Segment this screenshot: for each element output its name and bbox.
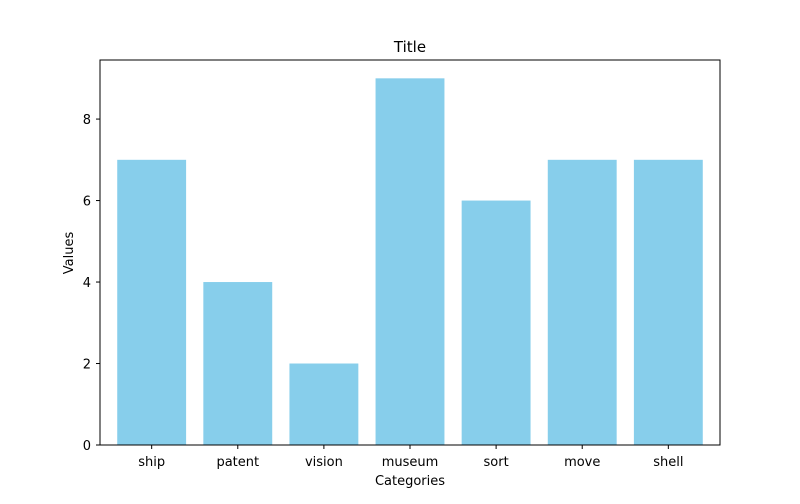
chart-title: Title (393, 38, 426, 56)
bar-vision (289, 363, 359, 445)
bar-shell (633, 159, 703, 445)
x-tick-label: sort (484, 455, 509, 470)
y-tick-label: 6 (83, 195, 91, 210)
x-tick-label: museum (382, 455, 439, 470)
x-tick-label: ship (138, 455, 165, 470)
x-axis-label: Categories (375, 474, 445, 489)
bar-move (547, 159, 617, 445)
bar-sort (461, 200, 531, 445)
plot-frame (99, 59, 721, 446)
y-tick-label: 2 (83, 358, 91, 373)
y-axis-label: Values (62, 232, 77, 275)
bar-patent (203, 282, 273, 445)
bar-ship (117, 159, 187, 445)
bars-layer (117, 78, 703, 445)
bar-museum (375, 78, 445, 445)
y-axis-ticks: 0 2 4 6 8 (83, 113, 100, 454)
x-tick-label: shell (653, 455, 683, 470)
x-tick-label: patent (216, 455, 259, 470)
y-tick-label: 0 (83, 439, 91, 454)
y-tick-label: 8 (83, 113, 91, 128)
x-tick-label: vision (305, 455, 343, 470)
x-tick-label: move (564, 455, 600, 470)
x-axis-ticks: ship patent vision museum sort move shell (138, 445, 683, 470)
y-tick-label: 4 (83, 276, 91, 291)
